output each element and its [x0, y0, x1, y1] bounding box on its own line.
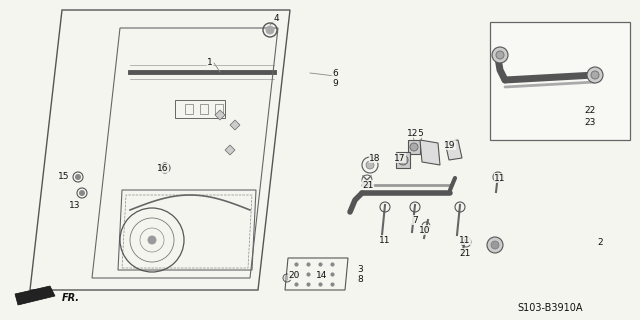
Circle shape	[491, 241, 499, 249]
Text: 2: 2	[597, 237, 603, 246]
Text: 20: 20	[288, 270, 300, 279]
Text: 17: 17	[394, 154, 406, 163]
Polygon shape	[445, 140, 462, 160]
Bar	[175, 100, 225, 118]
Text: 11: 11	[494, 173, 506, 182]
Text: 3: 3	[357, 266, 363, 275]
Polygon shape	[15, 286, 55, 305]
Text: 9: 9	[332, 78, 338, 87]
Bar	[408, 140, 420, 154]
Text: 7: 7	[412, 215, 418, 225]
Text: 10: 10	[419, 226, 431, 235]
Text: 11: 11	[380, 236, 391, 244]
Circle shape	[148, 236, 156, 244]
Bar	[490, 22, 630, 140]
Circle shape	[285, 276, 289, 280]
Polygon shape	[420, 140, 440, 165]
Circle shape	[366, 161, 374, 169]
Circle shape	[487, 237, 503, 253]
Circle shape	[266, 26, 274, 34]
Text: 1: 1	[207, 58, 213, 67]
Bar	[215, 104, 223, 114]
Circle shape	[492, 47, 508, 63]
Text: 14: 14	[316, 270, 328, 279]
Circle shape	[163, 165, 168, 171]
Text: 5: 5	[417, 129, 423, 138]
Circle shape	[398, 155, 408, 165]
Circle shape	[76, 174, 81, 180]
Text: 15: 15	[58, 172, 70, 180]
Text: 6: 6	[332, 68, 338, 77]
Circle shape	[591, 71, 599, 79]
Text: 16: 16	[157, 164, 169, 172]
Text: S103-B3910A: S103-B3910A	[517, 303, 583, 313]
Bar	[396, 152, 410, 168]
Text: 13: 13	[69, 201, 81, 210]
Polygon shape	[225, 145, 235, 155]
Text: 12: 12	[407, 129, 419, 138]
Bar	[200, 104, 208, 114]
Text: 21: 21	[362, 180, 374, 189]
Text: FR.: FR.	[62, 293, 80, 303]
Polygon shape	[230, 120, 240, 130]
Polygon shape	[215, 110, 225, 120]
Text: 4: 4	[273, 13, 279, 22]
Text: 22: 22	[584, 106, 596, 115]
Text: 18: 18	[369, 154, 381, 163]
Circle shape	[79, 190, 84, 196]
Circle shape	[410, 143, 418, 151]
Bar	[185, 104, 193, 114]
Circle shape	[587, 67, 603, 83]
Text: 8: 8	[357, 276, 363, 284]
Text: 23: 23	[584, 117, 596, 126]
Text: 21: 21	[460, 249, 470, 258]
Text: 19: 19	[444, 140, 456, 149]
Circle shape	[496, 51, 504, 59]
Text: 11: 11	[460, 236, 471, 244]
